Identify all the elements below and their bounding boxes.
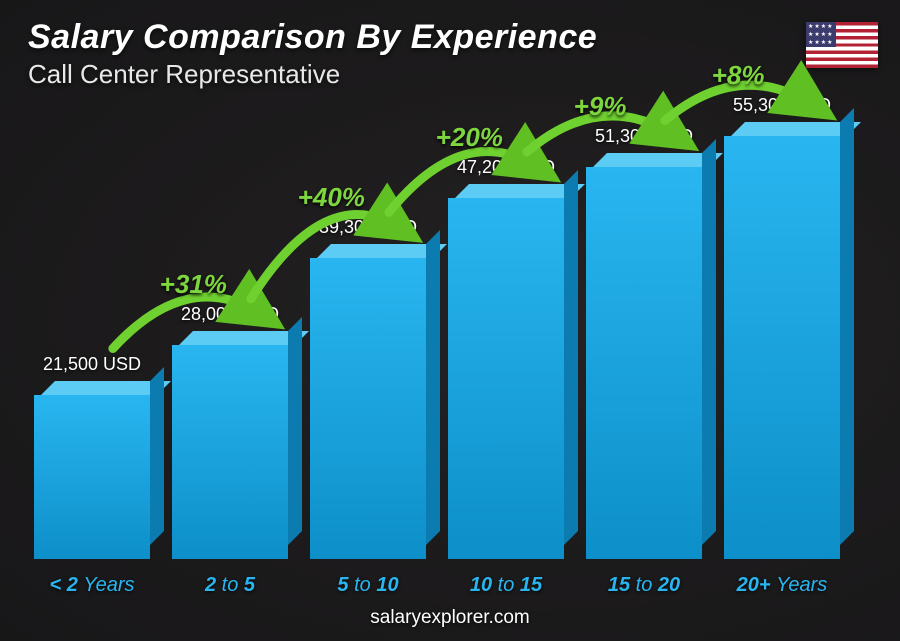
bar-side [840, 108, 854, 545]
increase-arcs-layer [34, 100, 840, 559]
page-subtitle: Call Center Representative [28, 59, 597, 90]
x-axis-label: 20+ Years [724, 574, 840, 597]
title-block: Salary Comparison By Experience Call Cen… [28, 18, 597, 90]
infographic-canvas: Salary Comparison By Experience Call Cen… [0, 0, 900, 641]
increase-arc [113, 297, 263, 348]
footer-source: salaryexplorer.com [0, 607, 900, 629]
x-axis-label: 10 to 15 [448, 574, 564, 597]
x-axis-label: 15 to 20 [586, 574, 702, 597]
increase-percent-label: +20% [436, 122, 503, 153]
us-flag-icon [806, 22, 878, 68]
increase-percent-label: +8% [712, 60, 765, 91]
increase-arc [389, 152, 539, 213]
increase-percent-label: +40% [298, 182, 365, 213]
x-axis-labels: < 2 Years 2 to 5 5 to 10 10 to 15 15 to 20 20… [34, 574, 840, 597]
x-axis-label: 5 to 10 [310, 574, 426, 597]
x-axis-label: 2 to 5 [172, 574, 288, 597]
x-axis-label: < 2 Years [34, 574, 150, 597]
increase-percent-label: +9% [574, 91, 627, 122]
chart-area: 21,500 USD28,000 USD39,300 USD47,200 USD… [34, 100, 840, 559]
increase-percent-label: +31% [160, 269, 227, 300]
increase-arc [251, 215, 401, 299]
page-title: Salary Comparison By Experience [28, 18, 597, 57]
